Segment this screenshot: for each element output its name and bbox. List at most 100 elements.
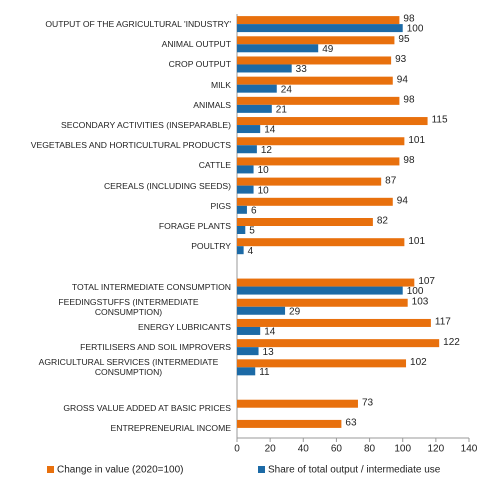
bar [237, 64, 292, 73]
value-label: 122 [443, 337, 460, 348]
category-label-box: CROP OUTPUT [10, 53, 231, 75]
category-label-box: CATTLE [10, 154, 231, 176]
category-label-box: PIGS [10, 195, 231, 217]
category-label-box: FEEDINGSTUFFS (INTERMEDIATE CONSUMPTION) [10, 296, 231, 318]
category-label-box: FORAGE PLANTS [10, 215, 231, 237]
category-label: FERTILISERS AND SOIL IMPROVERS [80, 342, 231, 353]
value-label: 14 [264, 327, 276, 338]
value-label: 117 [435, 317, 451, 328]
value-label: 94 [397, 195, 409, 206]
bar [237, 44, 319, 53]
value-label: 73 [362, 397, 374, 408]
bar [237, 238, 405, 247]
category-label: ANIMAL OUTPUT [161, 39, 231, 50]
bar [237, 278, 415, 287]
value-label: 49 [322, 44, 334, 55]
bar [237, 226, 246, 234]
category-label: CEREALS (INCLUDING SEEDS) [103, 180, 231, 191]
bar [237, 36, 395, 45]
value-label: 98 [403, 94, 415, 105]
value-label: 6 [251, 205, 257, 216]
bar [237, 399, 358, 408]
category-label: POULTRY [191, 241, 231, 252]
bar [237, 104, 272, 113]
bar [237, 306, 286, 315]
x-tick-label: 60 [331, 444, 343, 455]
value-label: 13 [263, 347, 275, 358]
value-label: 87 [385, 175, 397, 186]
category-label-box: ENERGY LUBRICANTS [10, 316, 231, 338]
value-label: 10 [258, 165, 270, 176]
category-label-box: GROSS VALUE ADDED AT BASIC PRICES [10, 397, 231, 419]
value-label: 98 [403, 155, 415, 166]
category-label-box: TOTAL INTERMEDIATE CONSUMPTION [10, 276, 231, 298]
value-label: 95 [398, 34, 410, 45]
category-label-box: ANIMAL OUTPUT [10, 33, 231, 55]
category-label: MILK [210, 79, 231, 90]
bar [237, 117, 428, 126]
bar [237, 367, 256, 376]
bar [237, 137, 405, 146]
category-label: TOTAL INTERMEDIATE CONSUMPTION [71, 281, 231, 292]
bar [237, 298, 408, 307]
bar [237, 326, 261, 335]
x-tick-label: 100 [394, 444, 411, 455]
bar [237, 359, 407, 368]
bar [237, 197, 393, 206]
category-label-box: VEGETABLES AND HORTICULTURAL PRODUCTS [10, 134, 231, 156]
value-label: 107 [418, 276, 435, 287]
value-label: 115 [432, 115, 448, 126]
x-tick-label: 140 [461, 444, 478, 455]
bar [237, 76, 393, 85]
value-label: 102 [410, 357, 427, 368]
category-label-box: AGRICULTURAL SERVICES (INTERMEDIATE CONS… [10, 356, 231, 378]
legend-swatch [258, 466, 265, 473]
legend-label: Change in value (2020=100) [57, 465, 183, 476]
value-label: 93 [395, 54, 407, 65]
bar [237, 157, 400, 166]
x-tick-label: 20 [265, 444, 277, 455]
category-label: GROSS VALUE ADDED AT BASIC PRICES [63, 402, 231, 413]
bar [237, 339, 440, 348]
category-label-box: SECONDARY ACTIVITIES (INSEPARABLE) [10, 114, 231, 136]
category-label: PIGS [210, 200, 231, 211]
value-label: 29 [289, 306, 301, 317]
category-label-box: CEREALS (INCLUDING SEEDS) [10, 175, 231, 197]
category-label: CROP OUTPUT [168, 59, 231, 70]
bar [237, 96, 400, 105]
category-label-box: ENTREPRENEURIAL INCOME [10, 417, 232, 439]
legend-swatch [47, 466, 54, 473]
bar [237, 24, 403, 33]
bar [237, 56, 392, 65]
category-label: ANIMALS [193, 99, 231, 110]
value-label: 101 [408, 135, 425, 146]
bar [237, 205, 247, 214]
value-label: 11 [259, 367, 270, 378]
bar [237, 347, 259, 356]
value-label: 94 [397, 74, 409, 85]
bar [237, 165, 254, 174]
value-label: 100 [407, 24, 424, 35]
category-label: ENTREPRENEURIAL INCOME [110, 422, 232, 433]
category-label-box: MILK [10, 74, 231, 96]
category-label: ENERGY LUBRICANTS [138, 321, 231, 332]
value-label: 33 [296, 64, 308, 75]
value-label: 5 [249, 226, 255, 237]
bar [237, 177, 382, 186]
bar [237, 419, 342, 428]
category-label: AGRICULTURAL SERVICES (INTERMEDIATE CONS… [38, 357, 219, 378]
value-label: 4 [248, 246, 254, 257]
bar [237, 185, 254, 194]
category-label-box: OUTPUT OF THE AGRICULTURAL 'INDUSTRY' [10, 13, 231, 35]
x-tick-label: 0 [234, 444, 240, 455]
value-label: 98 [403, 14, 415, 25]
value-label: 14 [264, 125, 276, 136]
bar [237, 318, 431, 327]
category-label-box: ANIMALS [10, 94, 231, 116]
category-label: OUTPUT OF THE AGRICULTURAL 'INDUSTRY' [45, 19, 231, 30]
value-label: 63 [345, 418, 357, 429]
category-label: CATTLE [198, 160, 231, 171]
bar [237, 218, 373, 226]
